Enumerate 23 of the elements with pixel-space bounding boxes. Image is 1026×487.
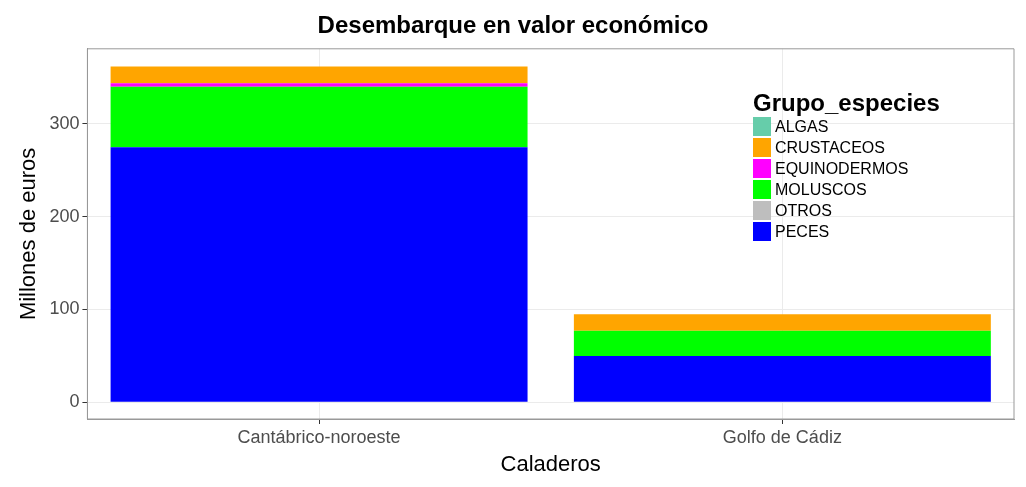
legend-label: CRUSTACEOS <box>775 138 885 157</box>
y-tick-label: 0 <box>69 391 80 412</box>
y-axis-title: Millones de euros <box>15 147 41 321</box>
bar <box>573 314 991 331</box>
y-tick-label: 200 <box>49 205 80 226</box>
bar <box>573 330 991 356</box>
legend-label: ALGAS <box>775 117 829 136</box>
y-tick-label: 100 <box>49 298 80 319</box>
bar <box>110 83 528 87</box>
x-axis-title: Caladeros <box>500 450 601 476</box>
legend-label: OTROS <box>775 201 832 220</box>
chart-title: Desembarque en valor económico <box>317 11 709 39</box>
bar <box>573 355 991 402</box>
x-tick-label: Golfo de Cádiz <box>722 426 842 447</box>
y-tick-label: 300 <box>49 112 80 133</box>
x-tick-label: Cantábrico-noroeste <box>237 426 401 447</box>
legend-label: EQUINODERMOS <box>775 159 909 178</box>
legend-label: MOLUSCOS <box>775 180 867 199</box>
legend-label: PECES <box>775 222 830 241</box>
bar <box>110 86 528 148</box>
legend-title: Grupo_especies <box>753 89 940 116</box>
bar <box>110 66 528 84</box>
bar <box>110 147 528 402</box>
